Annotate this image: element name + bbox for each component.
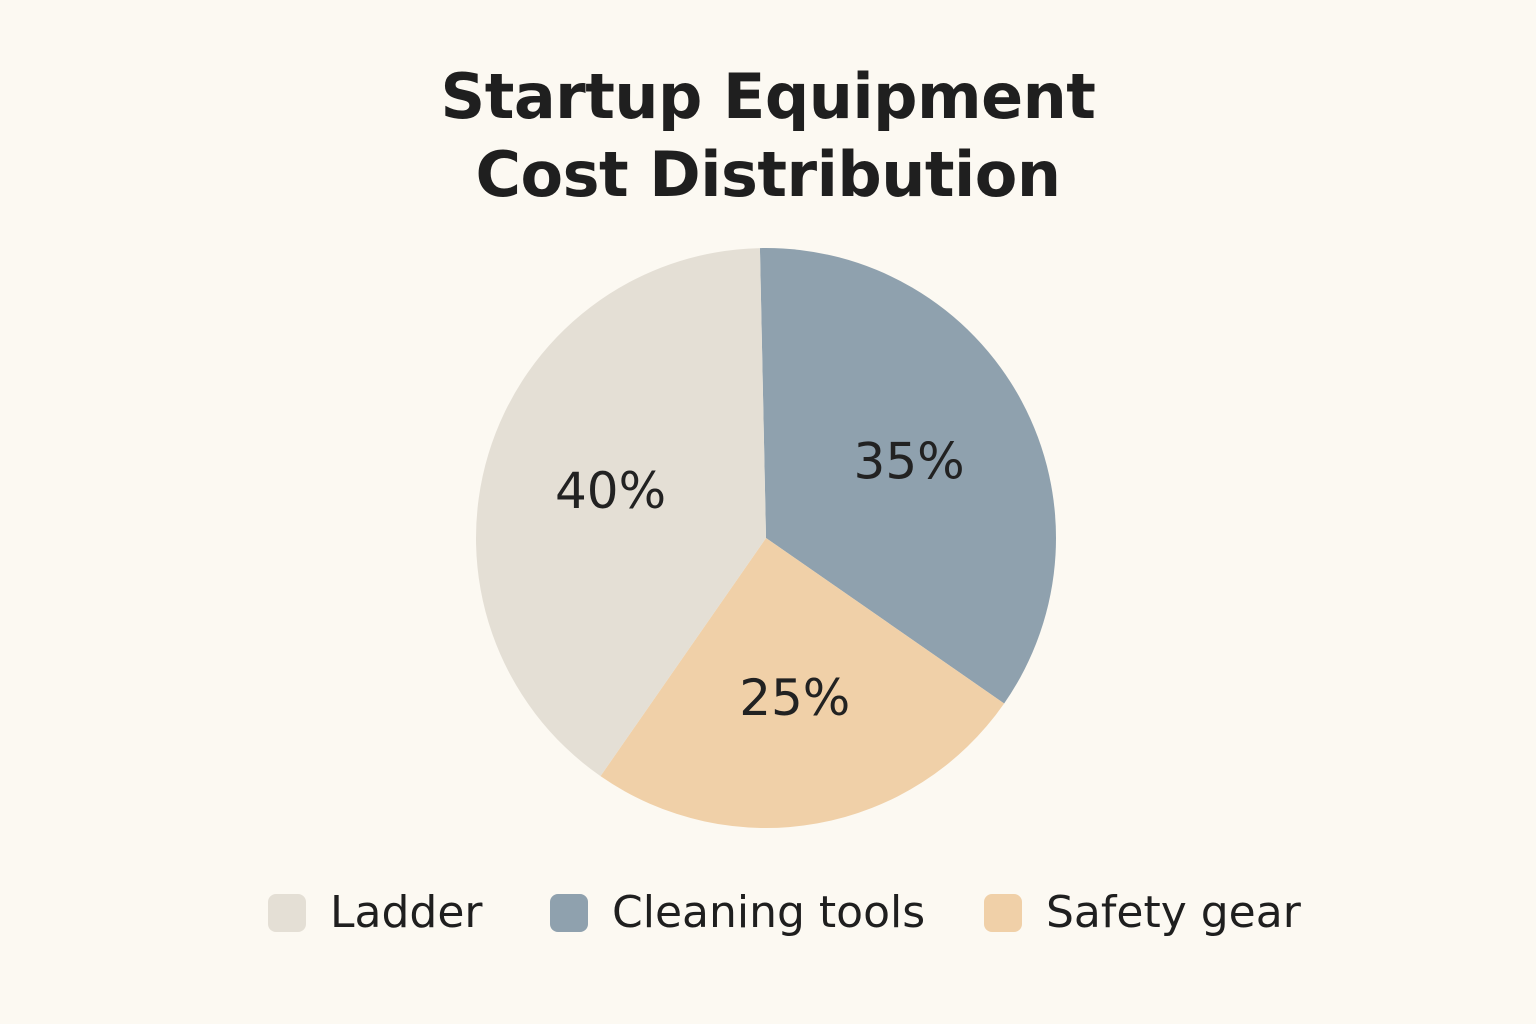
pie-slice-cleaning-tools <box>759 247 1057 704</box>
legend: Ladder Cleaning tools Safety gear <box>0 880 1536 946</box>
legend-label-safety-gear: Safety gear <box>1046 887 1301 938</box>
legend-swatch-ladder <box>268 894 306 932</box>
pie-slice-ladder <box>475 248 766 777</box>
chart-title-line-1: Startup Equipment <box>440 60 1096 133</box>
legend-swatch-cleaning-tools <box>550 894 588 932</box>
legend-item-ladder: Ladder <box>268 880 483 946</box>
legend-swatch-safety-gear <box>984 894 1022 932</box>
pie-slice-label-ladder: 40% <box>555 462 666 520</box>
legend-item-safety-gear: Safety gear <box>984 880 1301 946</box>
pie-slice-safety-gear <box>600 538 1005 829</box>
pie-slice-label-cleaning-tools: 35% <box>854 432 965 490</box>
chart-title: Startup Equipment Cost Distribution <box>0 58 1536 214</box>
pie-slice-labels: 35% 25% 40% <box>555 432 965 727</box>
chart-title-line-2: Cost Distribution <box>475 138 1061 211</box>
legend-label-cleaning-tools: Cleaning tools <box>612 887 926 938</box>
legend-item-cleaning-tools: Cleaning tools <box>550 880 925 946</box>
pie-slice-label-safety-gear: 25% <box>739 669 850 727</box>
pie-slices <box>475 247 1057 829</box>
legend-label-ladder: Ladder <box>330 887 483 938</box>
